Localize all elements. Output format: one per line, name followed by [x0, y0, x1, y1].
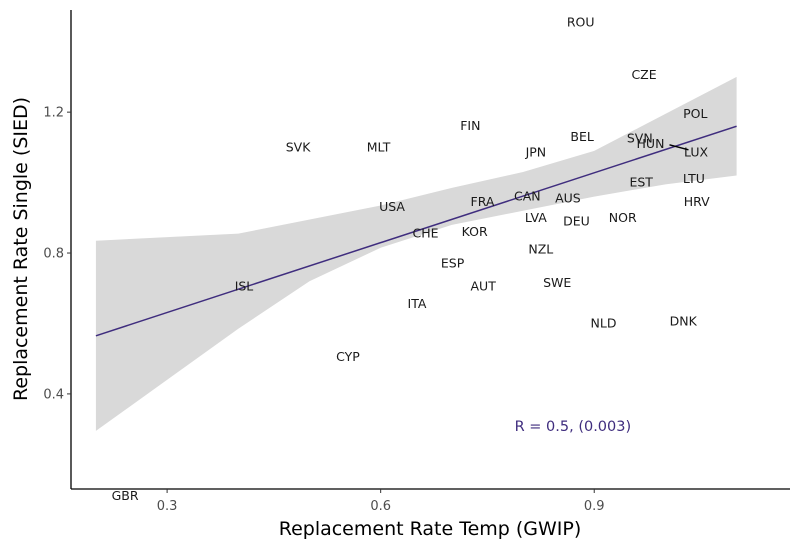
point-label-lux: LUX [684, 145, 708, 160]
point-label-est: EST [629, 175, 653, 190]
point-label-esp: ESP [441, 256, 465, 271]
point-label-deu: DEU [563, 213, 590, 228]
point-label-jpn: JPN [525, 145, 547, 160]
point-label-nld: NLD [591, 315, 617, 330]
x-axis-title: Replacement Rate Temp (GWIP) [279, 518, 582, 540]
point-label-mlt: MLT [367, 139, 391, 154]
axes [70, 10, 790, 490]
point-label-nzl: NZL [528, 242, 553, 257]
point-label-usa: USA [379, 199, 405, 214]
point-label-gbr: GBR [112, 488, 139, 503]
point-label-ltu: LTU [683, 171, 705, 186]
point-label-isl: ISL [235, 278, 254, 293]
axis-ticks: 0.3 0.6 0.9 0.4 0.8 1.2 [43, 106, 604, 514]
point-label-kor: KOR [462, 224, 488, 239]
point-label-fra: FRA [471, 194, 495, 209]
point-label-svk: SVK [286, 139, 311, 154]
regression-line-layer [95, 125, 737, 337]
point-label-swe: SWE [543, 275, 571, 290]
point-label-dnk: DNK [670, 314, 698, 329]
confidence-band [95, 76, 737, 431]
point-label-aut: AUT [471, 278, 497, 293]
point-label-svn: SVN [627, 131, 653, 146]
hun-leader-line [669, 144, 689, 151]
point-label-rou: ROU [567, 14, 595, 29]
point-label-can: CAN [514, 189, 541, 204]
x-tick-label: 0.9 [584, 499, 605, 514]
point-label-cze: CZE [631, 67, 656, 82]
y-axis-title: Replacement Rate Single (SIED) [10, 97, 32, 401]
point-label-fin: FIN [460, 118, 480, 133]
country-labels-layer: ROU CZE POL FIN BEL SVN SVK MLT LUX JPN HUN LTU EST C… [112, 14, 711, 503]
y-tick-label: 1.2 [43, 106, 64, 121]
point-label-hrv: HRV [684, 194, 710, 209]
point-label-nor: NOR [609, 210, 637, 225]
regression-line [95, 125, 737, 337]
point-label-aus: AUS [555, 190, 581, 205]
x-tick-label: 0.6 [370, 499, 391, 514]
point-label-cyp: CYP [336, 349, 360, 364]
point-label-pol: POL [683, 106, 707, 121]
y-tick-label: 0.8 [43, 247, 64, 262]
point-label-che: CHE [413, 226, 439, 241]
x-tick-label: 0.3 [157, 499, 178, 514]
point-label-bel: BEL [570, 129, 593, 144]
confidence-band-layer [95, 76, 737, 431]
point-label-lva: LVA [525, 210, 547, 225]
y-tick-label: 0.4 [43, 387, 64, 402]
point-label-hun: HUN [637, 136, 665, 151]
correlation-annotation: R = 0.5, (0.003) [515, 419, 632, 435]
point-label-ita: ITA [408, 296, 427, 311]
